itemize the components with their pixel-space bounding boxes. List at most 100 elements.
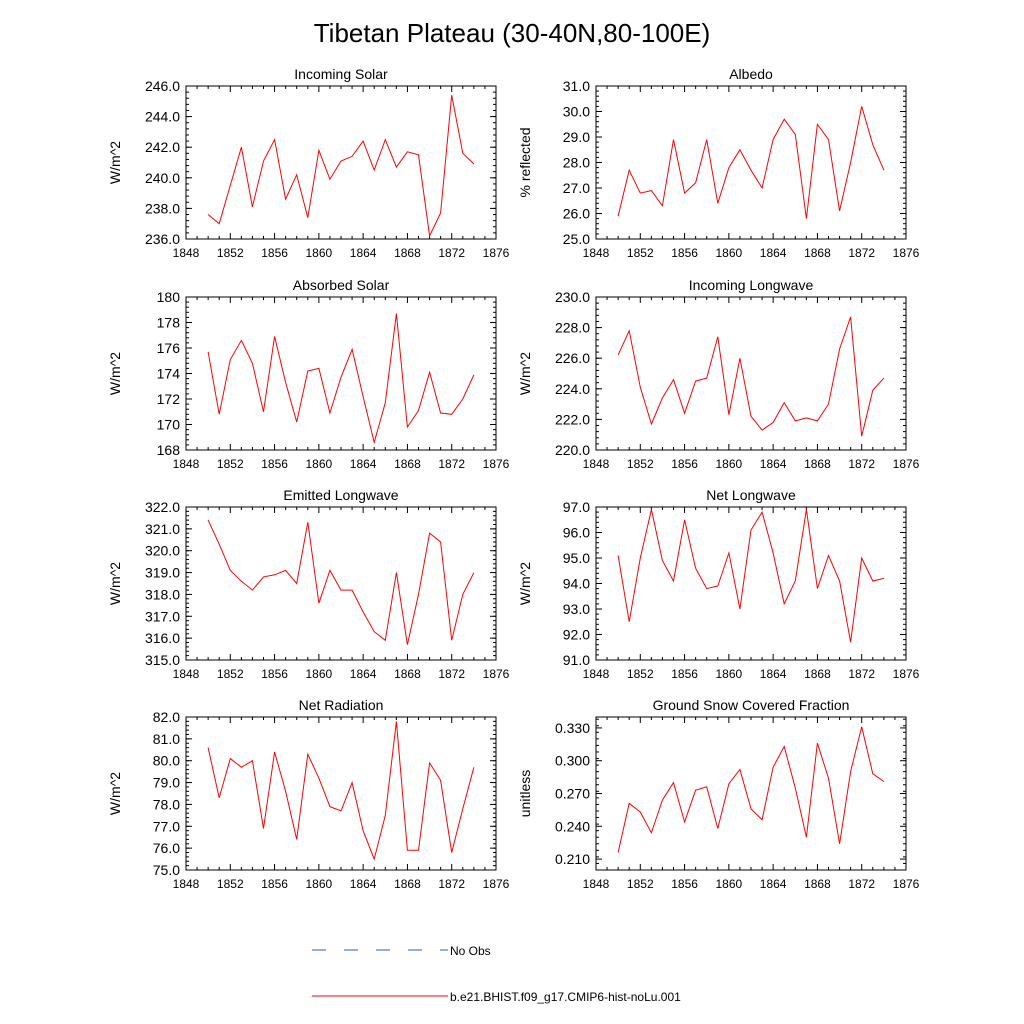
legend: No Obs b.e21.BHIST.f09_g17.CMIP6-hist-no… xyxy=(312,944,681,1004)
y-tick-label: 242.0 xyxy=(145,139,180,155)
y-tick-label: 226.0 xyxy=(555,350,590,366)
legend-model-label: b.e21.BHIST.f09_g17.CMIP6-hist-noLu.001 xyxy=(450,990,681,1004)
y-tick-label: 92.0 xyxy=(563,627,590,643)
y-tick-label: 230.0 xyxy=(555,289,590,305)
x-tick-label: 1852 xyxy=(627,246,654,260)
y-tick-label: 81.0 xyxy=(153,731,180,747)
x-tick-label: 1864 xyxy=(350,457,377,471)
y-axis-label: W/m^2 xyxy=(107,352,123,395)
x-tick-label: 1876 xyxy=(483,877,510,891)
plot-frame xyxy=(595,296,907,451)
y-tick-label: 240.0 xyxy=(145,170,180,186)
x-tick-label: 1860 xyxy=(306,877,333,891)
y-tick-label: 322.0 xyxy=(145,499,180,515)
x-tick-label: 1876 xyxy=(893,457,920,471)
x-tick-label: 1860 xyxy=(716,877,743,891)
plot-frame xyxy=(185,85,497,240)
x-tick-label: 1848 xyxy=(173,246,200,260)
y-tick-label: 317.0 xyxy=(145,608,180,624)
x-tick-label: 1876 xyxy=(483,246,510,260)
x-tick-label: 1864 xyxy=(760,877,787,891)
x-tick-label: 1868 xyxy=(804,667,831,681)
plot-frame xyxy=(595,85,907,240)
y-tick-label: 320.0 xyxy=(145,543,180,559)
y-tick-label: 174 xyxy=(157,366,181,382)
x-tick-label: 1868 xyxy=(394,246,421,260)
y-tick-label: 80.0 xyxy=(153,753,180,769)
x-tick-label: 1876 xyxy=(893,246,920,260)
panel-3: Absorbed Solar W/m^2 1848 1852 1856 1860 1864 1… xyxy=(107,277,510,471)
x-tick-label: 1872 xyxy=(438,246,465,260)
x-tick-label: 1856 xyxy=(261,667,288,681)
y-tick-label: 0.330 xyxy=(555,720,590,736)
y-tick-label: 77.0 xyxy=(153,818,180,834)
y-tick-label: 319.0 xyxy=(145,565,180,581)
x-tick-label: 1848 xyxy=(173,457,200,471)
y-tick-label: 321.0 xyxy=(145,521,180,537)
legend-obs-label: No Obs xyxy=(450,944,491,958)
x-tick-label: 1852 xyxy=(627,667,654,681)
panel-title: Ground Snow Covered Fraction xyxy=(653,697,850,713)
series-line xyxy=(617,106,885,219)
y-tick-label: 236.0 xyxy=(145,231,180,247)
x-tick-label: 1852 xyxy=(627,457,654,471)
y-tick-label: 0.300 xyxy=(555,753,590,769)
y-tick-label: 316.0 xyxy=(145,630,180,646)
x-tick-label: 1860 xyxy=(306,667,333,681)
x-tick-label: 1868 xyxy=(394,877,421,891)
x-tick-label: 1872 xyxy=(848,667,875,681)
y-tick-label: 178 xyxy=(157,315,181,331)
y-tick-label: 170 xyxy=(157,417,181,433)
y-tick-label: 315.0 xyxy=(145,652,180,668)
series-line xyxy=(617,509,885,643)
y-tick-label: 82.0 xyxy=(153,709,180,725)
plot-frame xyxy=(595,716,907,871)
x-tick-label: 1868 xyxy=(394,667,421,681)
x-tick-label: 1852 xyxy=(627,877,654,891)
panel-4: Incoming Longwave W/m^2 1848 1852 1856 1860 18… xyxy=(517,277,920,471)
y-tick-label: 95.0 xyxy=(563,550,590,566)
x-tick-label: 1848 xyxy=(173,667,200,681)
y-tick-label: 0.240 xyxy=(555,818,590,834)
plot-frame xyxy=(185,716,497,871)
x-tick-label: 1864 xyxy=(350,877,377,891)
series-line xyxy=(617,726,885,853)
x-tick-label: 1864 xyxy=(760,457,787,471)
y-tick-label: 97.0 xyxy=(563,499,590,515)
y-tick-label: 93.0 xyxy=(563,601,590,617)
x-tick-label: 1876 xyxy=(893,877,920,891)
x-tick-label: 1852 xyxy=(217,246,244,260)
x-tick-label: 1852 xyxy=(217,457,244,471)
y-tick-label: 228.0 xyxy=(555,320,590,336)
x-tick-label: 1872 xyxy=(438,667,465,681)
panel-title: Absorbed Solar xyxy=(293,277,390,293)
series-line xyxy=(207,95,475,238)
y-tick-label: 96.0 xyxy=(563,525,590,541)
y-tick-label: 172 xyxy=(157,391,181,407)
y-tick-label: 30.0 xyxy=(563,104,590,120)
panel-title: Incoming Solar xyxy=(294,66,388,82)
x-tick-label: 1856 xyxy=(261,246,288,260)
x-tick-label: 1872 xyxy=(848,877,875,891)
y-tick-label: 78.0 xyxy=(153,796,180,812)
y-tick-label: 222.0 xyxy=(555,411,590,427)
x-tick-label: 1848 xyxy=(173,877,200,891)
y-tick-label: 91.0 xyxy=(563,652,590,668)
panel-6: Net Longwave W/m^2 1848 1852 1856 1860 1864 186… xyxy=(517,487,920,681)
y-tick-label: 180 xyxy=(157,289,181,305)
x-tick-label: 1848 xyxy=(583,667,610,681)
x-tick-label: 1868 xyxy=(804,246,831,260)
panel-2: Albedo % reflected 1848 1852 1856 1860 1864 186… xyxy=(517,66,920,260)
panel-title: Albedo xyxy=(729,66,773,82)
y-tick-label: 79.0 xyxy=(153,775,180,791)
y-tick-label: 244.0 xyxy=(145,109,180,125)
x-tick-label: 1856 xyxy=(671,457,698,471)
y-tick-label: 0.210 xyxy=(555,851,590,867)
plot-frame xyxy=(185,296,497,451)
panels: Incoming Solar W/m^2 1848 1852 1856 1860 1864 1… xyxy=(107,66,920,891)
series-line xyxy=(207,519,475,645)
series-line xyxy=(207,313,475,445)
y-axis-label: W/m^2 xyxy=(107,562,123,605)
y-tick-label: 94.0 xyxy=(563,576,590,592)
